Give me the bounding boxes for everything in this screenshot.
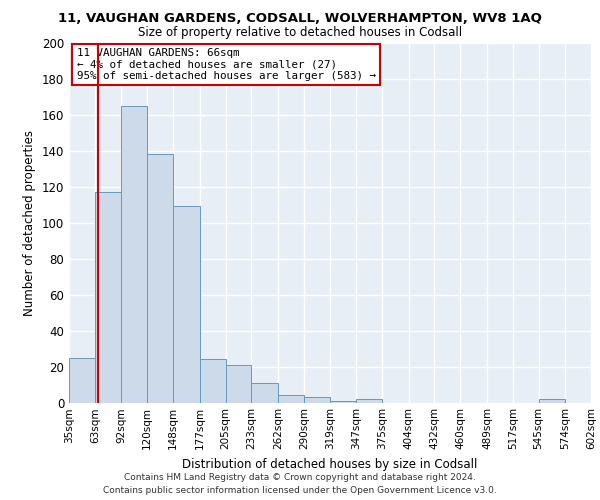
Bar — [147, 154, 173, 402]
Text: Size of property relative to detached houses in Codsall: Size of property relative to detached ho… — [138, 26, 462, 39]
Bar — [278, 396, 304, 402]
Text: Contains HM Land Registry data © Crown copyright and database right 2024.: Contains HM Land Registry data © Crown c… — [124, 472, 476, 482]
Bar — [304, 397, 331, 402]
Y-axis label: Number of detached properties: Number of detached properties — [23, 130, 36, 316]
Bar — [539, 399, 565, 402]
Text: Contains public sector information licensed under the Open Government Licence v3: Contains public sector information licen… — [103, 486, 497, 495]
Bar — [356, 399, 382, 402]
Bar — [251, 382, 278, 402]
Bar — [173, 206, 200, 402]
Bar — [121, 106, 147, 403]
Bar — [95, 192, 121, 402]
Bar — [69, 358, 95, 403]
Text: 11 VAUGHAN GARDENS: 66sqm
← 4% of detached houses are smaller (27)
95% of semi-d: 11 VAUGHAN GARDENS: 66sqm ← 4% of detach… — [77, 48, 376, 81]
Bar — [226, 364, 251, 403]
Bar — [331, 400, 356, 402]
X-axis label: Distribution of detached houses by size in Codsall: Distribution of detached houses by size … — [182, 458, 478, 471]
Bar — [200, 360, 226, 403]
Text: 11, VAUGHAN GARDENS, CODSALL, WOLVERHAMPTON, WV8 1AQ: 11, VAUGHAN GARDENS, CODSALL, WOLVERHAMP… — [58, 12, 542, 26]
